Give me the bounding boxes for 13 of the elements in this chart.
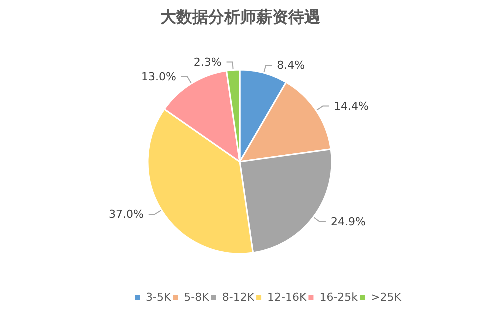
legend-label: 16-25k [320, 291, 359, 304]
data-label: 37.0% [108, 208, 144, 222]
data-label: 2.3% [194, 56, 222, 69]
data-label: 8.4% [277, 58, 306, 72]
legend-label: 8-12K [222, 291, 256, 304]
legend-label: 12-16K [268, 291, 308, 304]
legend-label: 5-8K [184, 291, 210, 304]
legend-label: >25K [371, 291, 402, 304]
legend-label: 3-5K [146, 291, 172, 304]
data-label: 13.0% [142, 70, 176, 84]
data-label: 24.9% [330, 216, 366, 229]
chart-title: 大数据分析师薪资待遇 [160, 8, 320, 26]
data-label: 14.4% [334, 100, 370, 113]
